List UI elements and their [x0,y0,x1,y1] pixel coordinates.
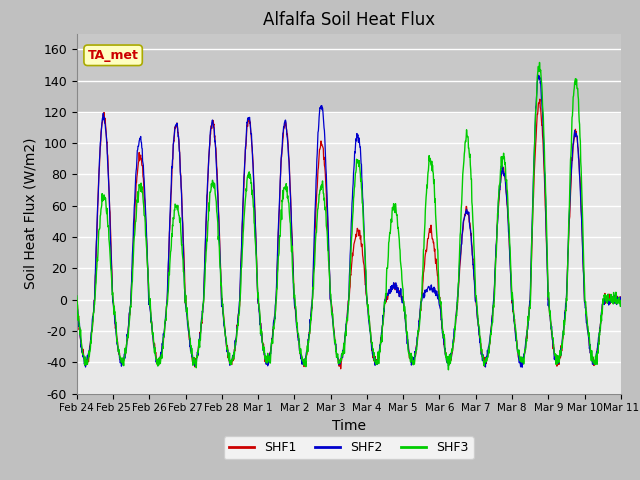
X-axis label: Time: Time [332,419,366,433]
Legend: SHF1, SHF2, SHF3: SHF1, SHF2, SHF3 [224,436,474,459]
Title: Alfalfa Soil Heat Flux: Alfalfa Soil Heat Flux [263,11,435,29]
Text: TA_met: TA_met [88,49,138,62]
Bar [77,34,621,112]
Y-axis label: Soil Heat Flux (W/m2): Soil Heat Flux (W/m2) [24,138,38,289]
